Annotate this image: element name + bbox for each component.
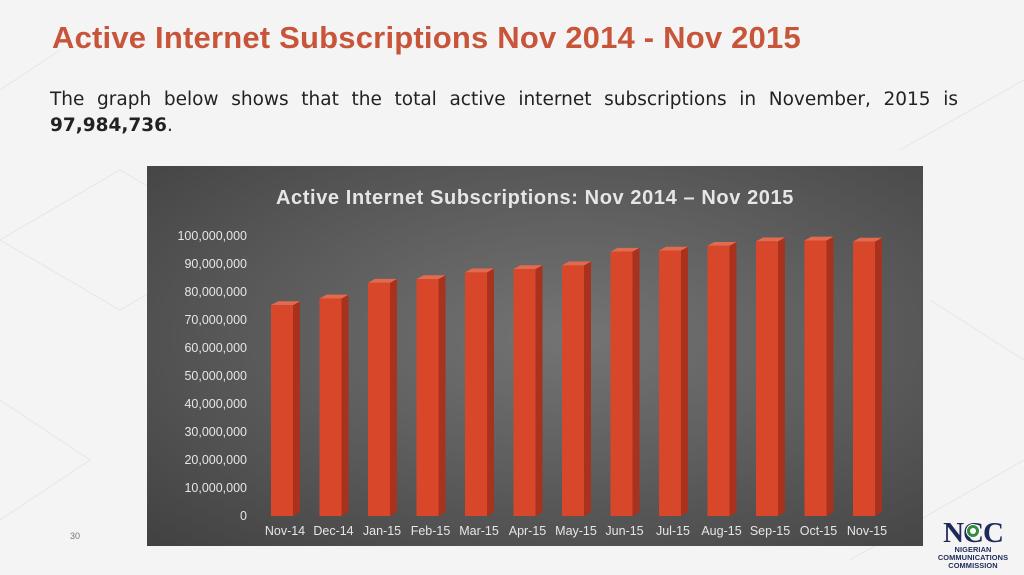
bar [853, 237, 882, 517]
y-tick-label: 10,000,000 [184, 481, 247, 495]
bar-side [681, 246, 688, 516]
bar-side [535, 265, 543, 516]
bar-top [465, 268, 494, 273]
bar [562, 261, 591, 516]
bar-front [853, 241, 875, 516]
bar-front [271, 305, 293, 516]
y-tick-label: 80,000,000 [184, 285, 247, 299]
bar-side [778, 237, 785, 516]
x-tick-label: Nov-14 [265, 524, 305, 538]
bar-front [368, 282, 390, 516]
x-tick-label: Sep-15 [750, 524, 790, 538]
bar [659, 246, 688, 516]
bar-side [438, 275, 446, 516]
y-tick-label: 30,000,000 [184, 425, 247, 439]
bar-front [804, 240, 827, 516]
bar-front [756, 241, 778, 516]
bar-front [610, 251, 633, 516]
bar-front [513, 269, 536, 516]
bar-front [465, 272, 487, 516]
x-tick-label: Oct-15 [800, 524, 838, 538]
bar [756, 237, 785, 516]
bar-side [729, 241, 737, 516]
x-tick-label: Jan-15 [363, 524, 401, 538]
y-tick-label: 0 [240, 509, 247, 523]
logo-line-1: NIGERIAN [954, 545, 992, 554]
bar [465, 268, 494, 516]
bar-top [853, 237, 882, 242]
bar-top [513, 265, 543, 270]
bar-front [562, 265, 584, 516]
ncc-logo-mark: NCC [943, 517, 1004, 549]
bar-side [390, 278, 397, 516]
bar-top [707, 241, 737, 246]
bar [271, 301, 300, 516]
bar-top [610, 247, 640, 252]
x-tick-label: Dec-14 [313, 524, 353, 538]
bar-side [632, 247, 640, 516]
bar-top [562, 261, 591, 266]
bar-top [319, 294, 349, 299]
bar-chart-svg: Active Internet Subscriptions: Nov 2014 … [177, 187, 887, 538]
subscription-total-value: 97,984,736 [50, 115, 168, 136]
bar [610, 247, 640, 516]
bar-front [659, 250, 681, 516]
y-tick-label: 50,000,000 [184, 369, 247, 383]
logo-emblem-center-icon [970, 528, 976, 534]
y-tick-label: 20,000,000 [184, 453, 247, 467]
bar-top [271, 301, 300, 306]
bar-top [756, 237, 785, 242]
bar-top [659, 246, 688, 251]
bar [707, 241, 737, 517]
bar-top [804, 236, 834, 241]
bar [368, 278, 397, 516]
x-tick-label: Jul-15 [656, 524, 690, 538]
y-tick-label: 70,000,000 [184, 313, 247, 327]
logo-line-2: COMMUNICATIONS [937, 553, 1009, 562]
bar-side [875, 237, 882, 517]
bar-side [293, 301, 300, 516]
bar-top [416, 275, 446, 280]
y-tick-label: 90,000,000 [184, 257, 247, 271]
chart-title: Active Internet Subscriptions: Nov 2014 … [276, 187, 794, 209]
bar-side [826, 236, 834, 516]
body-period: . [167, 115, 173, 136]
ncc-logo-icon: NCC NIGERIAN COMMUNICATIONS COMMISSION [931, 517, 1015, 570]
bar-side [341, 294, 349, 516]
bar [416, 275, 446, 516]
x-tick-label: Jun-15 [605, 524, 643, 538]
y-tick-label: 60,000,000 [184, 341, 247, 355]
bar-chart: Active Internet Subscriptions: Nov 2014 … [147, 166, 923, 546]
bar-side [487, 268, 494, 516]
x-tick-label: May-15 [555, 524, 597, 538]
x-tick-label: Feb-15 [411, 524, 451, 538]
bars [271, 236, 882, 517]
slide-title: Active Internet Subscriptions Nov 2014 -… [52, 20, 801, 55]
x-tick-label: Apr-15 [509, 524, 547, 538]
x-axis: Nov-14 Dec-14 Jan-15 Feb-15 Mar-15 Apr-15 May-… [265, 524, 887, 538]
bar-front [416, 279, 439, 516]
bar-top [368, 278, 397, 283]
bar [804, 236, 834, 516]
y-axis: 0 10,000,000 20,000,000 30,000,000 40,000,00… [177, 229, 247, 523]
logo-line-3: COMMISSION [948, 561, 998, 570]
slide-body-text: The graph below shows that the total act… [50, 87, 958, 139]
bar [319, 294, 349, 516]
x-tick-label: Aug-15 [701, 524, 741, 538]
x-tick-label: Mar-15 [459, 524, 499, 538]
bar-side [584, 261, 591, 516]
bar [513, 265, 543, 516]
bar-front [707, 245, 730, 517]
bar-front [319, 298, 342, 516]
y-tick-label: 40,000,000 [184, 397, 247, 411]
body-text: The graph below shows that the total act… [50, 89, 958, 110]
page-number: 30 [70, 531, 81, 541]
y-tick-label: 100,000,000 [177, 229, 247, 243]
x-tick-label: Nov-15 [847, 524, 887, 538]
